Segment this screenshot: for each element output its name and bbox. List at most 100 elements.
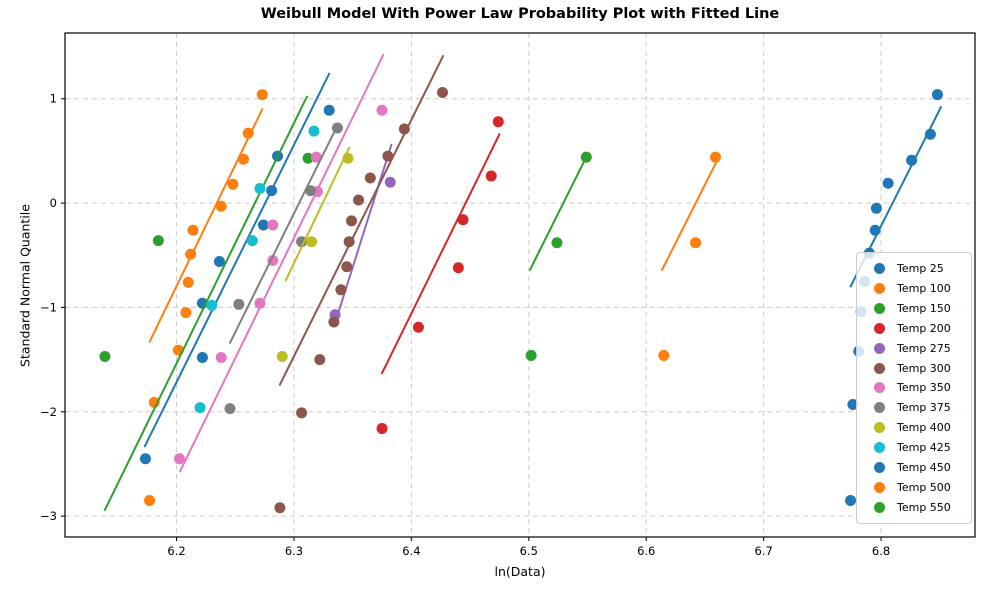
scatter-point xyxy=(304,185,316,197)
scatter-point xyxy=(254,297,266,309)
legend: Temp 25 Temp 100 Temp 150 Temp 200 Temp 275 T… xyxy=(856,252,972,524)
scatter-point xyxy=(906,154,918,166)
fit-line xyxy=(381,133,501,375)
scatter-point xyxy=(924,128,936,140)
x-tick-label: 6.5 xyxy=(520,544,538,558)
scatter-point xyxy=(525,349,537,361)
legend-label: Temp 450 xyxy=(897,461,951,475)
x-tick-label: 6.6 xyxy=(637,544,655,558)
scatter-point xyxy=(266,185,278,197)
x-tick-label: 6.8 xyxy=(872,544,890,558)
legend-item: Temp 450 xyxy=(866,458,965,477)
legend-marker-icon xyxy=(874,442,885,454)
scatter-point xyxy=(353,194,365,206)
scatter-point xyxy=(384,176,396,188)
scatter-point xyxy=(328,316,340,328)
scatter-point xyxy=(233,298,245,310)
fit-line xyxy=(528,158,587,271)
legend-label: Temp 400 xyxy=(897,421,951,435)
legend-label: Temp 150 xyxy=(897,301,951,315)
scatter-point xyxy=(437,86,449,98)
legend-label: Temp 550 xyxy=(897,500,951,514)
scatter-point xyxy=(376,104,388,116)
x-axis-label: ln(Data) xyxy=(494,564,546,579)
legend-marker-icon xyxy=(874,282,885,294)
scatter-point xyxy=(710,151,722,163)
scatter-point xyxy=(845,494,857,506)
fit-line xyxy=(179,53,385,473)
fit-line xyxy=(284,146,351,282)
fit-line xyxy=(278,54,445,386)
fit-line xyxy=(334,143,393,325)
legend-label: Temp 100 xyxy=(897,281,951,295)
scatter-point xyxy=(139,453,151,465)
scatter-point xyxy=(346,215,358,227)
scatter-point xyxy=(196,352,208,364)
scatter-point xyxy=(931,89,943,101)
scatter-point xyxy=(296,407,308,419)
scatter-point xyxy=(323,104,335,116)
scatter-point xyxy=(276,350,288,362)
scatter-point xyxy=(869,224,881,236)
scatter-point xyxy=(342,152,354,164)
fit-line xyxy=(143,72,331,448)
scatter-point xyxy=(206,299,218,311)
legend-item: Temp 425 xyxy=(866,438,965,457)
legend-marker-icon xyxy=(874,462,885,474)
scatter-point xyxy=(398,123,410,135)
scatter-point xyxy=(257,219,269,231)
scatter-point xyxy=(335,284,347,296)
chart-title: Weibull Model With Power Law Probability… xyxy=(260,6,780,22)
scatter-point xyxy=(690,237,702,249)
scatter-point xyxy=(314,354,326,366)
scatter-point xyxy=(452,262,464,274)
legend-item: Temp 550 xyxy=(866,498,965,517)
scatter-point xyxy=(302,152,314,164)
scatter-point xyxy=(382,150,394,162)
y-tick-label: 1 xyxy=(50,92,57,106)
legend-item: Temp 25 xyxy=(866,259,965,278)
legend-marker-icon xyxy=(874,402,885,414)
legend-label: Temp 275 xyxy=(897,341,951,355)
scatter-point xyxy=(274,502,286,514)
legend-item: Temp 300 xyxy=(866,359,965,378)
scatter-point xyxy=(310,151,322,163)
legend-label: Temp 200 xyxy=(897,321,951,335)
scatter-point xyxy=(215,352,227,364)
scatter-point xyxy=(485,170,497,182)
legend-item: Temp 400 xyxy=(866,418,965,437)
y-tick-label: −2 xyxy=(40,405,57,419)
scatter-point xyxy=(187,224,199,236)
scatter-point xyxy=(227,178,239,190)
scatter-point xyxy=(224,403,236,415)
fit-line xyxy=(228,126,338,344)
scatter-point xyxy=(580,151,592,163)
scatter-point xyxy=(256,89,268,101)
legend-marker-icon xyxy=(874,302,885,314)
scatter-point xyxy=(870,202,882,214)
legend-marker-icon xyxy=(874,422,885,434)
scatter-point xyxy=(237,153,249,165)
scatter-point xyxy=(308,125,320,137)
scatter-point xyxy=(246,235,258,247)
legend-item: Temp 375 xyxy=(866,398,965,417)
legend-label: Temp 300 xyxy=(897,361,951,375)
scatter-point xyxy=(173,453,185,465)
y-tick-label: −1 xyxy=(40,300,57,314)
x-tick-label: 6.7 xyxy=(754,544,772,558)
scatter-point xyxy=(215,200,227,212)
legend-marker-icon xyxy=(874,382,885,394)
scatter-point xyxy=(194,402,206,414)
scatter-point xyxy=(144,494,156,506)
legend-item: Temp 275 xyxy=(866,339,965,358)
scatter-point xyxy=(492,116,504,128)
scatter-point xyxy=(296,236,308,248)
scatter-point xyxy=(551,237,563,249)
legend-label: Temp 25 xyxy=(897,262,944,275)
plot-border xyxy=(64,32,976,538)
scatter-point xyxy=(412,321,424,333)
x-tick-label: 6.2 xyxy=(167,544,185,558)
scatter-point xyxy=(182,276,194,288)
x-tick-label: 6.3 xyxy=(285,544,303,558)
